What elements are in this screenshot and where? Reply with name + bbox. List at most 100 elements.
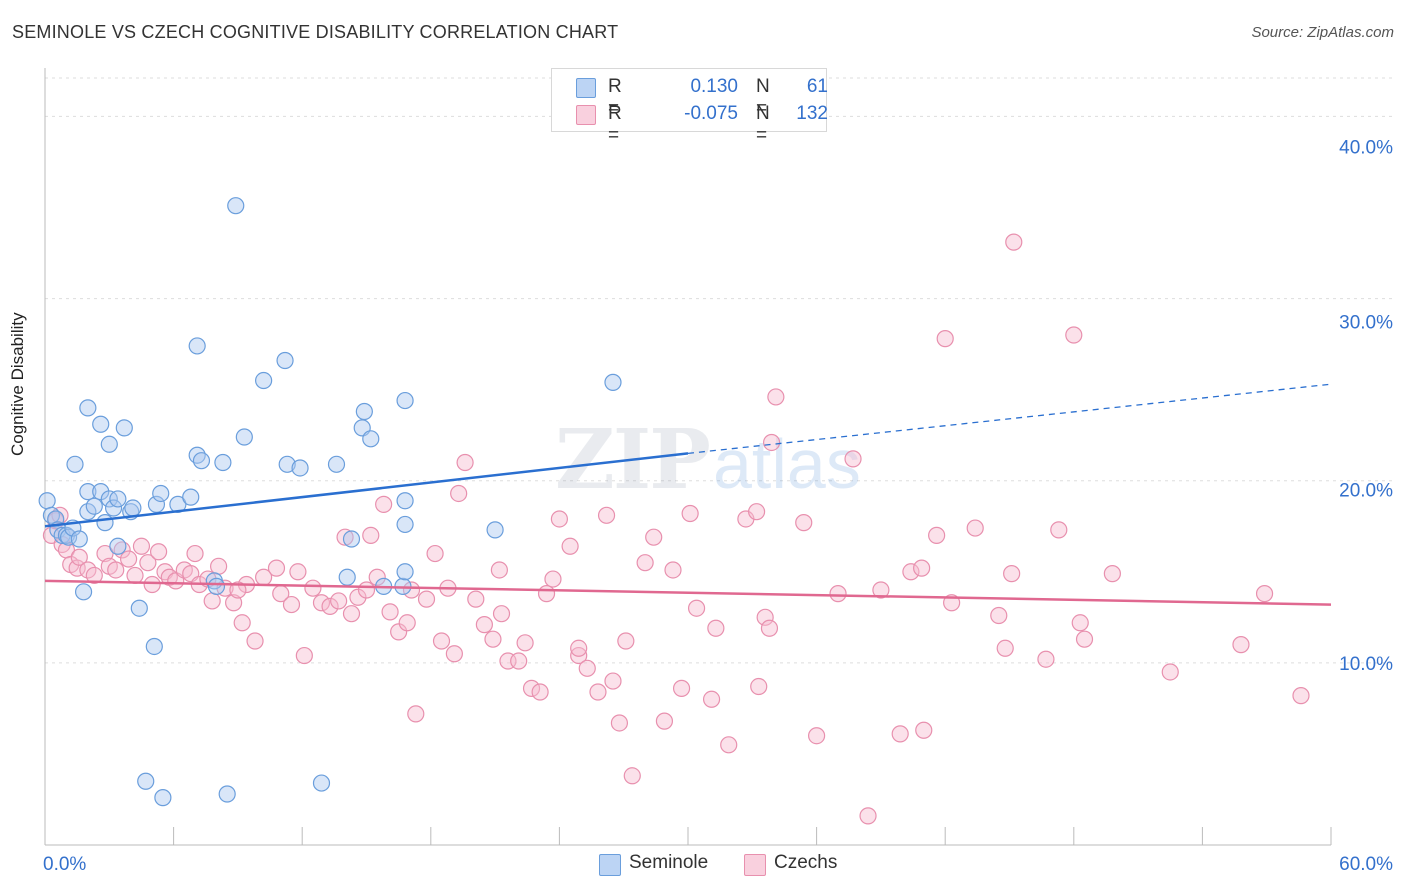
czech-point [426,544,444,563]
czech-point [561,537,579,555]
seminole-point [154,789,172,807]
czech-point [210,557,228,575]
czech-point [720,736,738,754]
seminole-point [79,483,97,501]
seminole-points [38,197,622,807]
seminole-point [396,563,414,581]
seminole-point [312,774,331,792]
czech-point [143,575,161,594]
czech-point [445,645,463,663]
czech-point [484,630,502,648]
czech-point [381,603,399,621]
seminole-point [79,399,97,417]
czech-point [570,639,588,657]
czech-point [68,559,86,577]
czech-point [107,561,125,579]
czech-point [203,592,221,610]
czech-legend-label: Czechs [774,852,838,873]
legend-n-label: N = [756,76,770,119]
czech-point [368,568,386,586]
seminole-point [130,599,148,617]
czech-point [516,634,534,652]
czech-point [246,632,264,650]
czech-point [829,585,847,603]
czech-points [42,233,1310,825]
czech-point [544,570,562,588]
czech-point [597,506,616,524]
czech-point [996,639,1014,657]
seminole-point [355,402,373,421]
czech-point [321,597,339,615]
czech-point [623,767,641,785]
seminole-point [214,453,232,472]
czech-point [747,503,766,521]
czech-point [126,566,144,585]
czech-point [913,559,931,577]
czech-point [289,563,307,581]
czech-point [762,433,781,452]
seminole-trend-extension [687,383,1332,455]
czech-point [96,544,114,563]
axes [44,68,1332,846]
czech-point [844,450,862,468]
legend-r-value: -0.075 [684,103,738,124]
seminole-point [362,430,380,448]
czech-point [750,677,768,696]
czech-point [707,619,725,637]
czech-point [872,581,890,599]
czech-point [681,504,699,523]
czech-point [475,616,493,634]
czech-point [687,599,706,617]
seminole-point [137,772,155,790]
seminole-point [115,419,133,437]
czech-point [229,581,247,599]
gridlines [45,77,1392,664]
watermark: ZIP atlas [555,412,861,508]
seminole-point [396,391,414,410]
source-label: Source: ZipAtlas.com [1251,24,1394,41]
czech-point [450,484,468,503]
czech-point [636,554,654,572]
tick-labels: 10.0% 20.0% 30.0% 40.0% 0.0% 60.0% [43,137,1393,875]
czech-point [807,727,826,745]
correlation-legend: R = 0.130 N = 61 R = -0.075 N = 132 [551,68,828,146]
czech-point [139,554,157,572]
legend-n-value: 61 [806,76,828,97]
seminole-point [85,497,103,515]
czech-point [604,672,622,690]
seminole-legend-swatch [599,854,621,876]
seminole-point [278,455,296,473]
legend-n-value: 132 [796,103,828,124]
czech-point [417,590,436,608]
czech-point [357,581,376,599]
czech-point [617,632,635,650]
y-tick-label: 10.0% [1339,654,1393,675]
seminole-point [291,459,309,477]
czech-point [610,714,629,732]
seminole-point [486,521,504,539]
seminole-point [100,435,118,453]
czech-point [1050,521,1068,539]
y-tick-label: 40.0% [1339,137,1393,158]
czech-point [915,721,933,739]
czech-point [490,561,508,579]
czech-point [1161,663,1179,681]
seminole-point [396,515,414,534]
czech-point [407,705,425,723]
seminole-point [192,452,211,470]
seminole-trend-line [44,452,689,528]
seminole-point [92,415,110,433]
czech-point [362,526,380,544]
seminole-point [145,637,163,656]
legend-r-label: R = [608,76,622,119]
czech-point [1075,630,1094,648]
czech-point [902,563,920,581]
seminole-point [255,371,273,390]
czech-point [1065,326,1083,344]
czech-point [398,614,416,632]
czech-point [966,519,984,537]
czech-point [432,632,451,650]
czech-point [531,683,549,701]
czech-point [664,561,682,579]
seminole-point [604,373,622,391]
